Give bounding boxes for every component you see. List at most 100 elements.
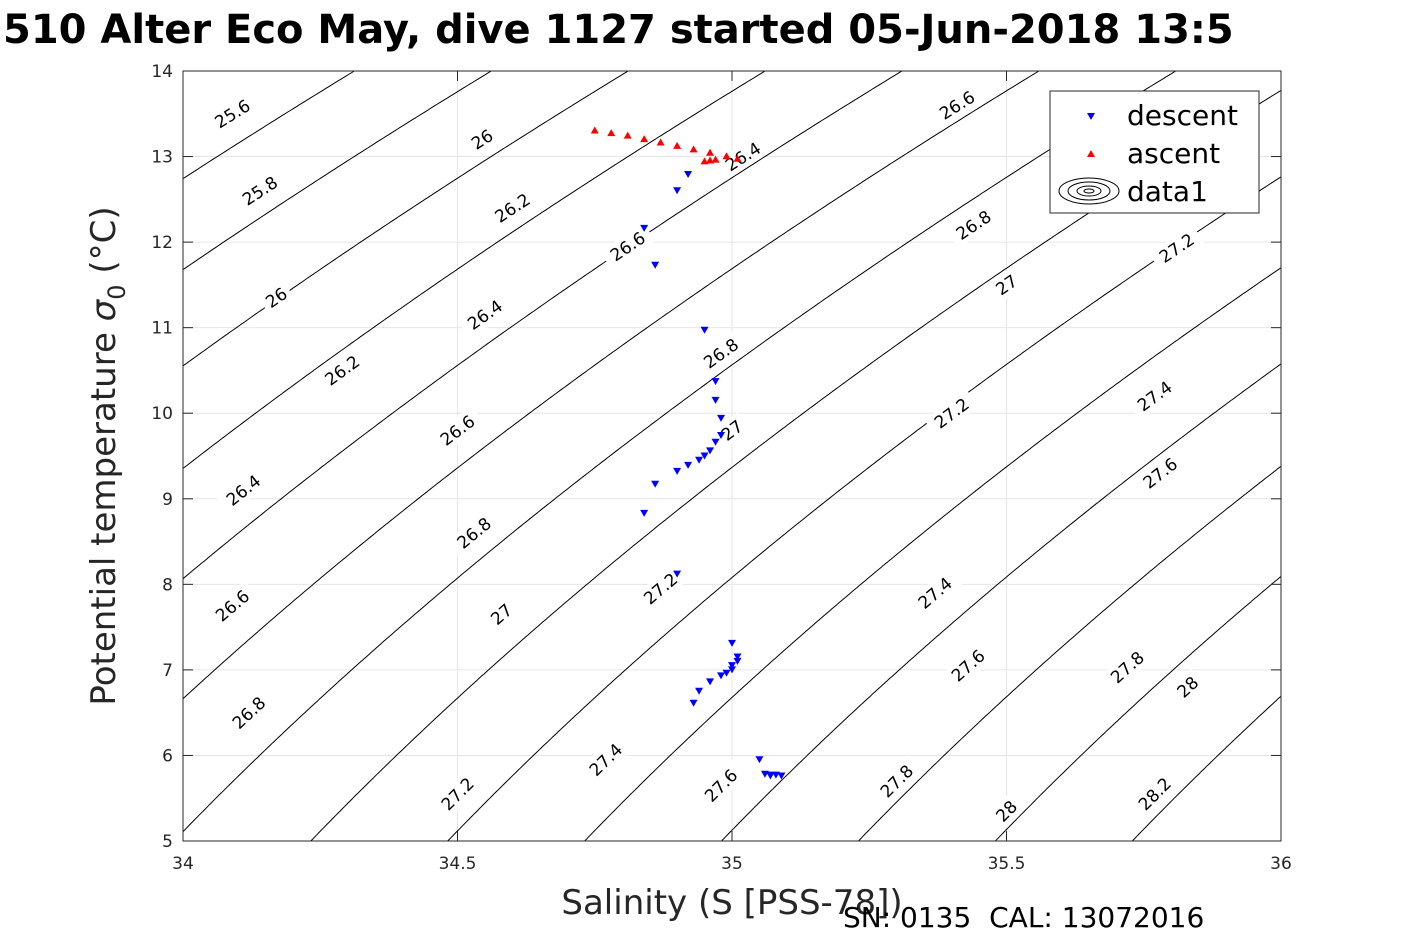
descent-point <box>755 756 764 764</box>
descent-point <box>733 653 742 661</box>
isopycnal-28 <box>995 576 1281 841</box>
contour-label: 27.4 <box>579 733 633 786</box>
contour-label-bg <box>1169 668 1207 706</box>
y-tick-label: 9 <box>162 490 173 510</box>
descent-point <box>717 672 726 680</box>
x-axis-title: Salinity (S [PSS-78]) <box>561 883 902 923</box>
ascent-point <box>706 156 715 164</box>
descent-point <box>711 378 720 386</box>
isopycnal-28.2 <box>1131 695 1281 841</box>
descent-point <box>733 657 742 665</box>
contour-label-bg <box>216 465 271 515</box>
contour-label-bg <box>945 201 1002 249</box>
descent-point <box>717 414 726 422</box>
y-tick-label: 11 <box>151 319 173 339</box>
descent-series <box>640 171 786 780</box>
legend-data1-label: data1 <box>1127 175 1208 208</box>
contour-label-bg <box>579 733 633 786</box>
descent-point <box>771 771 780 779</box>
y-tick-label: 14 <box>151 62 173 82</box>
ascent-point <box>656 138 665 146</box>
descent-point <box>673 187 682 195</box>
ascent-point <box>700 157 709 165</box>
x-tick-label: 34 <box>172 854 194 874</box>
contour-label-bg <box>257 280 295 316</box>
descent-point <box>695 687 704 695</box>
legend-contour-icon <box>1058 177 1120 205</box>
contour-label-bg <box>232 167 288 215</box>
contour-label-bg <box>633 563 688 614</box>
descent-point <box>766 772 775 780</box>
descent-point <box>777 772 786 780</box>
y-tick-label: 13 <box>151 148 173 168</box>
contour-label-bg <box>715 133 771 180</box>
contour-label-bg <box>693 329 749 378</box>
ascent-point <box>722 152 731 160</box>
descent-point <box>700 326 709 334</box>
descent-point <box>722 669 731 677</box>
chart-title: 510 Alter Eco May, dive 1127 started 05-… <box>3 7 1234 53</box>
ascent-point <box>640 135 649 143</box>
contour-label-bg <box>222 686 276 739</box>
isopycnal-25.8 <box>183 71 492 271</box>
legend: descent ascent data1 <box>1049 90 1260 214</box>
descent-point <box>728 666 736 674</box>
descent-point <box>706 447 715 455</box>
contour-label-bg <box>314 346 370 395</box>
ascent-point <box>590 126 599 134</box>
isopycnal-27.8 <box>858 465 1281 841</box>
descent-point <box>711 438 720 446</box>
contour-label: 27.6 <box>694 759 748 812</box>
ascent-series <box>590 126 742 165</box>
contour-label-bg <box>1148 224 1205 272</box>
ascent-point <box>711 155 720 163</box>
contour-label-bg <box>463 122 501 157</box>
contour-label: 27 <box>987 267 1026 303</box>
contour-label-bg <box>1132 448 1188 498</box>
ascent-point <box>623 131 632 139</box>
x-tick-label: 36 <box>1270 854 1292 874</box>
contour-label-bg <box>941 640 995 692</box>
contour-label-bg <box>482 596 520 633</box>
descent-point <box>700 452 709 460</box>
x-tick-label: 34.5 <box>439 854 477 874</box>
descent-point <box>640 224 649 232</box>
contour-label-bg <box>908 567 963 619</box>
contour-label-bg <box>431 767 484 821</box>
contour-label-bg <box>446 508 502 558</box>
isopycnal-26.2 <box>183 71 766 469</box>
descent-point <box>711 396 720 404</box>
contour-label-bg <box>987 267 1026 303</box>
isopycnal-26.6 <box>183 71 1040 700</box>
contour-label-bg <box>870 755 923 808</box>
legend-descent-marker <box>1087 113 1095 120</box>
isopycnal-27.4 <box>584 267 1281 841</box>
descent-point <box>651 480 660 488</box>
data-series <box>590 126 786 780</box>
ascent-point <box>673 141 682 149</box>
contour-label-bg <box>205 580 260 631</box>
contour-label-bg <box>988 792 1025 830</box>
ascent-point <box>689 145 698 153</box>
descent-point <box>695 456 704 464</box>
descent-point <box>640 509 649 517</box>
descent-point <box>673 570 682 578</box>
contour-label-bg <box>1100 641 1154 693</box>
descent-point <box>728 662 736 670</box>
isopycnal-26.4 <box>183 71 903 580</box>
ascent-point <box>607 129 616 137</box>
ascent-point <box>706 148 715 156</box>
descent-point <box>673 467 682 475</box>
isopycnal-25.6 <box>183 71 355 180</box>
y-tick-label: 10 <box>151 404 173 424</box>
contour-label-bg <box>484 184 541 232</box>
y-tick-label: 5 <box>162 832 173 852</box>
x-tick-label: 35.5 <box>988 854 1026 874</box>
descent-point <box>717 431 726 439</box>
descent-point <box>651 261 660 269</box>
contour-label-bg <box>694 759 748 812</box>
serial-calibration-label: SN: 0135 CAL: 13072016 <box>843 901 1205 934</box>
contour-label-bg <box>430 405 485 455</box>
legend-ascent-label: ascent <box>1127 137 1220 170</box>
y-tick-label: 12 <box>151 233 173 253</box>
